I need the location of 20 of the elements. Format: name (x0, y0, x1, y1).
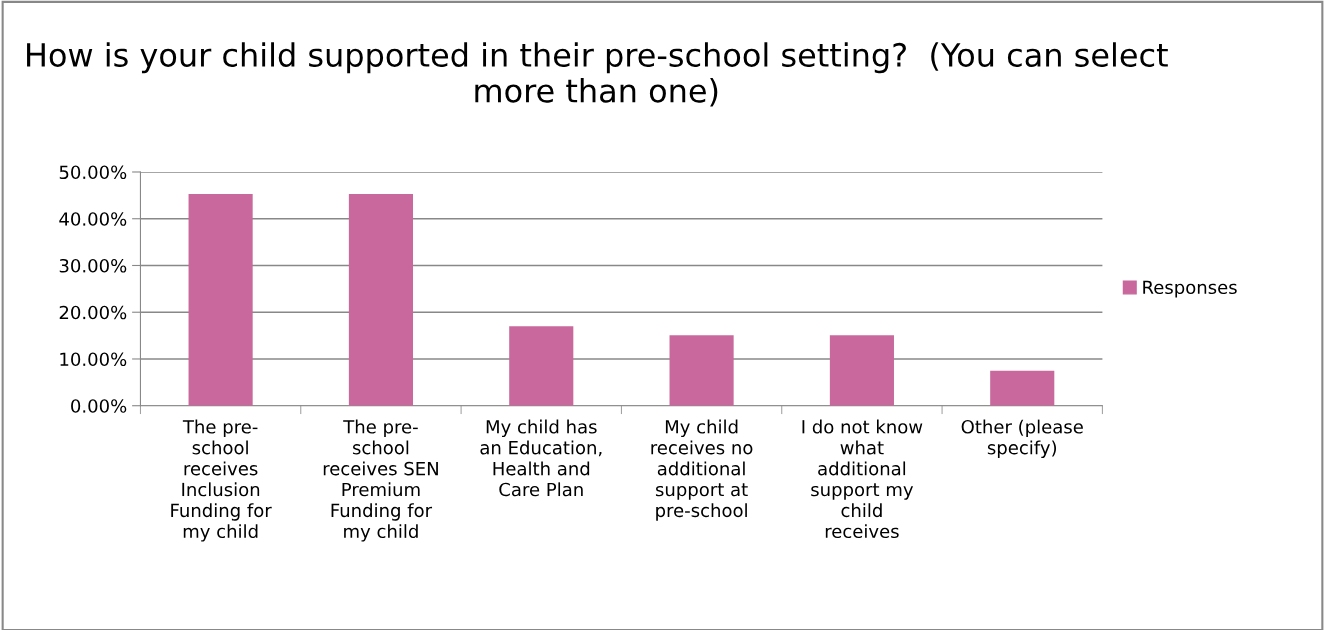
bar (188, 193, 253, 406)
chart-title: How is your child supported in their pre-school setting? (You can select more than one) (27, 42, 1168, 107)
y-tick-label: 0.00% (71, 399, 127, 413)
x-tick-label: The pre-school receives SEN Premium Funding for my child (323, 419, 438, 542)
y-tick-label: 50.00% (59, 165, 127, 180)
bar (669, 335, 734, 406)
y-tick-label: 40.00% (59, 212, 127, 226)
y-tick-label: 20.00% (59, 305, 127, 320)
x-tick-label: I do not know what additional support my child receives (802, 419, 923, 539)
x-tick-label: Other (please specify) (961, 419, 1083, 458)
bar (509, 326, 574, 406)
legend-label: Responses (1143, 280, 1237, 298)
x-tick-label: The pre-school receives Inclusion Funding for my child (171, 419, 272, 542)
bar (990, 370, 1055, 406)
x-tick-label: My child receives no additional support at pre-school (651, 419, 753, 521)
bar (829, 335, 894, 406)
y-tick-label: 10.00% (60, 352, 127, 367)
y-tick-label: 30.00% (59, 258, 127, 273)
x-tick-label: My child has an Education, Health and Care Plan (480, 419, 602, 497)
bar (348, 193, 413, 406)
